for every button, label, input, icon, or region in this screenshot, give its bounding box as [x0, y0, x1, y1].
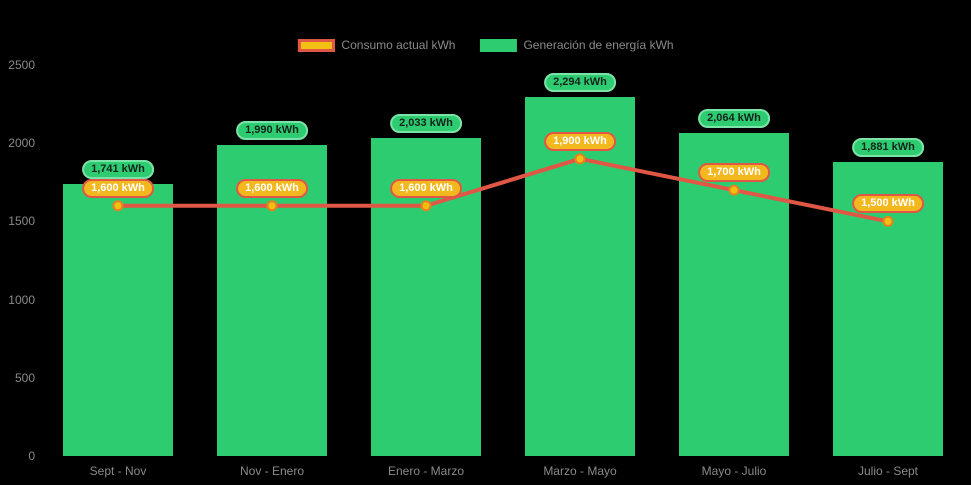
consumo-point-Nov - Enero[interactable] [266, 200, 278, 212]
generacion-value-label: 1,741 kWh [82, 159, 154, 179]
consumo-point-Sept - Nov[interactable] [112, 200, 124, 212]
generacion-value-label: 2,064 kWh [698, 109, 770, 129]
generacion-swatch-icon [479, 38, 517, 52]
consumo-point-Mayo - Julio[interactable] [728, 184, 740, 196]
generacion-value-label: 2,033 kWh [390, 114, 462, 134]
x-axis-label: Marzo - Mayo [543, 464, 617, 478]
generacion-value-label: 2,294 kWh [544, 73, 616, 93]
bar-Sept - Nov[interactable] [63, 183, 173, 456]
legend-label-generacion: Generación de energía kWh [523, 38, 674, 52]
consumo-value-label: 1,500 kWh [852, 194, 924, 214]
chart-legend: Consumo actual kWh Generación de energía… [297, 38, 674, 52]
consumo-swatch-icon [297, 38, 335, 52]
consumo-value-label: 1,600 kWh [390, 178, 462, 198]
consumo-value-label: 1,600 kWh [82, 178, 154, 198]
legend-item-generacion[interactable]: Generación de energía kWh [479, 38, 674, 52]
x-axis-label: Enero - Marzo [387, 464, 465, 478]
y-axis-tick: 2000 [8, 136, 35, 151]
y-axis-tick: 1000 [8, 292, 35, 307]
consumo-value-label: 1,700 kWh [698, 163, 770, 183]
y-axis-tick: 0 [28, 449, 35, 463]
consumo-value-label: 1,600 kWh [236, 178, 308, 198]
generacion-value-label: 1,990 kWh [236, 120, 308, 140]
y-axis-tick: 2500 [8, 58, 35, 72]
consumo-line [116, 156, 890, 224]
x-axis-label: Mayo - Julio [701, 464, 767, 478]
x-axis-label: Sept - Nov [89, 464, 147, 478]
x-axis-label: Nov - Enero [239, 464, 305, 478]
legend-label-consumo: Consumo actual kWh [341, 38, 456, 52]
consumo-point-Julio - Sept[interactable] [882, 215, 894, 227]
x-axis-label: Julio - Sept [857, 464, 919, 478]
consumo-point-Enero - Marzo[interactable] [420, 200, 432, 212]
y-axis-tick: 500 [14, 370, 35, 385]
consumo-value-label: 1,900 kWh [544, 131, 616, 151]
consumo-point-Marzo - Mayo[interactable] [574, 153, 586, 165]
generacion-value-label: 1,881 kWh [852, 137, 924, 157]
y-axis-tick: 1500 [8, 214, 35, 229]
legend-item-consumo[interactable]: Consumo actual kWh [297, 38, 455, 52]
